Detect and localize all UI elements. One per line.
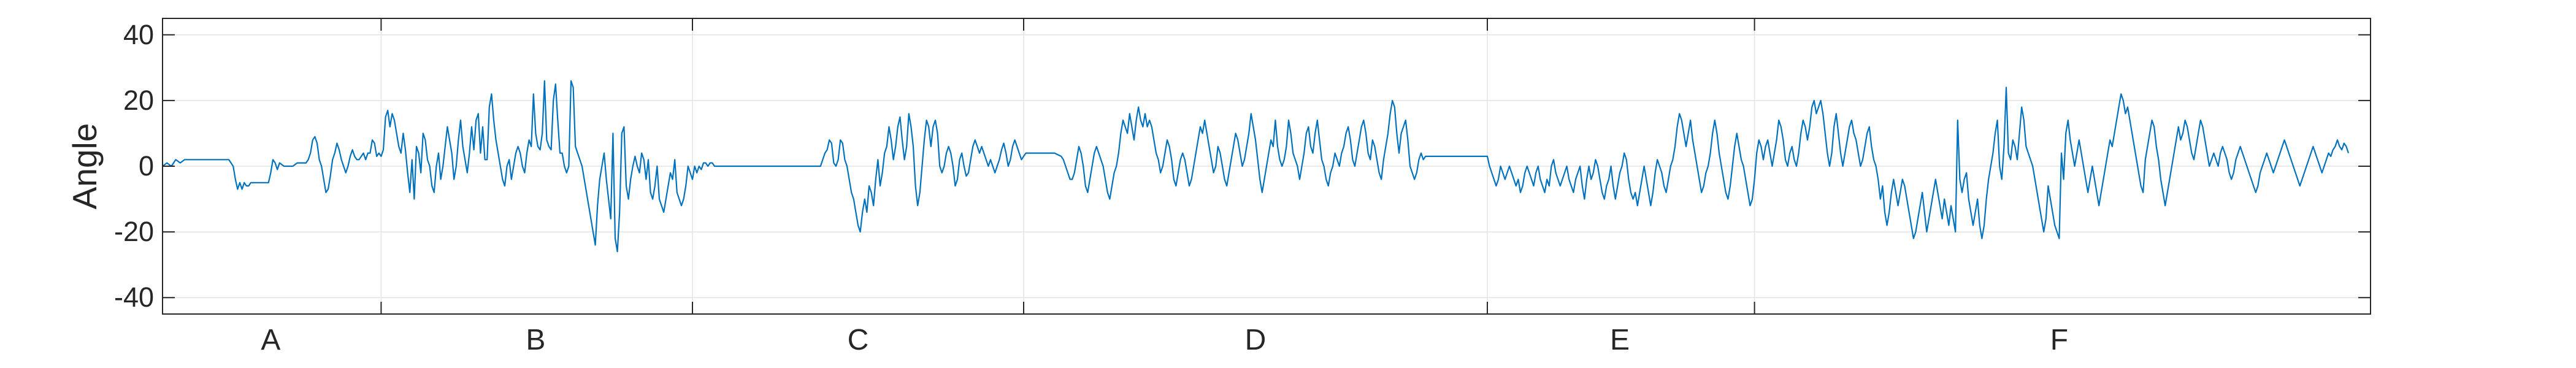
segment-label-b: B <box>526 324 545 356</box>
segment-label-c: C <box>848 324 869 356</box>
series-layer <box>162 80 2350 253</box>
segment-dividers <box>380 18 1755 314</box>
y-axis-ticks: 40 20 0 -20 -40 <box>114 19 2371 313</box>
segment-labels: A B C D E F <box>261 324 2068 356</box>
segment-label-d: D <box>1245 324 1267 356</box>
series-line-1 <box>162 80 2350 253</box>
y-tick-label: 20 <box>123 85 154 116</box>
y-tick-label: -40 <box>114 282 154 313</box>
y-tick-label: 0 <box>139 150 154 182</box>
y-tick-label: -20 <box>114 216 154 247</box>
segment-label-e: E <box>1610 324 1630 356</box>
y-axis-label: Angle <box>66 123 104 210</box>
segment-label-a: A <box>261 324 280 356</box>
y-tick-label: 40 <box>123 19 154 50</box>
segment-label-f: F <box>2050 324 2068 356</box>
